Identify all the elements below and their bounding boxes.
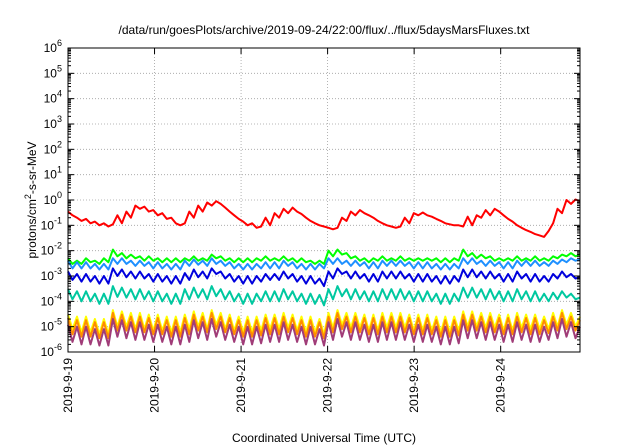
x-tick-label: 2019-9-21 [234,358,248,413]
y-tick-label: 100 [44,190,62,207]
series-lines [67,198,581,347]
y-tick-label: 10-4 [41,291,62,308]
x-tick-label: 2019-9-19 [61,358,75,413]
y-axis: 106 105 104 103 102 101 100 10-1 10-2 10-3 10-4 10-… [41,38,580,359]
y-tick-label: 105 [44,63,62,80]
series-line [67,267,581,288]
series-line [67,198,581,238]
chart-title: /data/run/goesPlots/archive/2019-09-24/2… [119,23,531,37]
y-axis-label-units: -s-sr-MeV [25,141,39,194]
series-line [67,257,581,271]
y-tick-label: 106 [44,38,62,55]
y-tick-label: 10-3 [41,266,62,283]
y-axis-label-superscript: 2 [23,194,33,199]
y-tick-label: 10-1 [41,215,62,232]
y-tick-label: 101 [44,165,62,182]
y-axis-label-text: protons/cm [25,199,39,258]
series-line [67,318,581,347]
series-line [67,311,581,340]
x-tick-label: 2019-9-20 [148,358,162,413]
x-tick-label: 2019-9-24 [494,358,508,413]
x-tick-label: 2019-9-22 [321,358,335,413]
y-tick-label: 10-2 [41,241,62,258]
y-tick-label: 104 [44,89,62,106]
series-line [67,248,581,265]
x-tick-label: 2019-9-23 [407,358,421,413]
x-axis: 2019-9-19 2019-9-20 2019-9-21 2019-9-22 2019… [61,48,508,413]
y-tick-label: 102 [44,139,62,156]
x-axis-label: Coordinated Universal Time (UTC) [232,431,416,445]
y-tick-label: 103 [44,114,62,131]
y-tick-label: 10-5 [41,317,62,334]
series-line [67,285,581,307]
y-tick-label: 10-6 [41,342,62,359]
grid-lines [68,48,580,352]
y-axis-label: protons/cm2-s-sr-MeV [23,141,39,258]
